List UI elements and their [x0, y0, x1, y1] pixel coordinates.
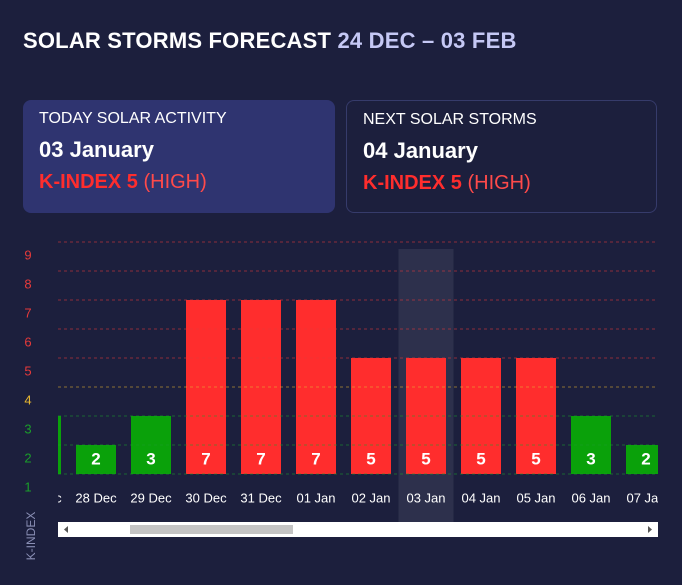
x-tick-label: 07 Jan [626, 490, 665, 505]
card-date: 04 January [363, 138, 478, 163]
next-card: NEXT SOLAR STORMS 04 January K-INDEX 5 (… [346, 100, 657, 213]
y-tick-label: 9 [24, 247, 31, 262]
scroll-right[interactable] [648, 526, 652, 533]
y-tick-label: 1 [24, 479, 31, 494]
card-date: 03 January [39, 137, 154, 162]
card-label: NEXT SOLAR STORMS [363, 111, 537, 128]
x-tick-label: 03 Jan [406, 490, 445, 505]
card-index: K-INDEX 5 [363, 172, 462, 194]
x-tick-label: 27 Dec [20, 490, 62, 505]
card-label: TODAY SOLAR ACTIVITY [39, 110, 227, 127]
scroll-left[interactable] [64, 526, 68, 533]
bar-value-label: 7 [201, 449, 210, 468]
y-tick-label: 6 [24, 334, 31, 349]
bar-value-label: 5 [476, 449, 485, 468]
x-tick-label: 30 Dec [185, 490, 227, 505]
y-tick-label: 8 [24, 276, 31, 291]
bar-value-label: 2 [91, 449, 100, 468]
bar-value-label: 5 [366, 449, 375, 468]
x-tick-label: 04 Jan [461, 490, 500, 505]
bar-value-label: 5 [531, 449, 540, 468]
today-card: TODAY SOLAR ACTIVITY 03 January K-INDEX … [23, 100, 335, 213]
bar-value-label: 7 [311, 449, 320, 468]
y-tick-label: 7 [24, 305, 31, 320]
x-tick-label: 02 Jan [351, 490, 390, 505]
x-tick-label: 31 Dec [240, 490, 282, 505]
bar-value-label: 3 [586, 449, 595, 468]
bar-value-label: 3 [146, 449, 155, 468]
card-level: (HIGH) [143, 171, 207, 193]
y-tick-label: 2 [24, 450, 31, 465]
x-tick-label: 05 Jan [516, 490, 555, 505]
y-tick-label: 3 [24, 421, 31, 436]
title-text: SOLAR STORMS FORECAST [23, 28, 332, 53]
bar [626, 445, 658, 474]
x-tick-label: 29 Dec [130, 490, 172, 505]
card-level: (HIGH) [467, 172, 531, 194]
y-tick-label: 5 [24, 363, 31, 378]
card-index: K-INDEX 5 [39, 171, 138, 193]
y-tick-label: 4 [24, 392, 31, 407]
date-range: 24 DEC – 03 FEB [337, 28, 517, 53]
x-tick-label: 06 Jan [571, 490, 610, 505]
bar-value-label: 3 [36, 449, 45, 468]
bar-value-label: 5 [421, 449, 430, 468]
bar [76, 445, 116, 474]
x-tick-label: 01 Jan [296, 490, 335, 505]
plot-area: 3 27 Dec 2 28 Dec 3 29 Dec 7 30 Dec 7 31 Dec 7 01 J… [20, 249, 665, 522]
bar-value-label: 2 [641, 449, 650, 468]
scroll-thumb[interactable] [130, 525, 293, 534]
bar-value-label: 7 [256, 449, 265, 468]
y-axis-label: K-INDEX [24, 512, 38, 561]
scrollbar[interactable] [58, 522, 658, 537]
title: SOLAR STORMS FORECAST 24 DEC – 03 FEB [23, 28, 517, 54]
x-tick-label: 28 Dec [75, 490, 117, 505]
